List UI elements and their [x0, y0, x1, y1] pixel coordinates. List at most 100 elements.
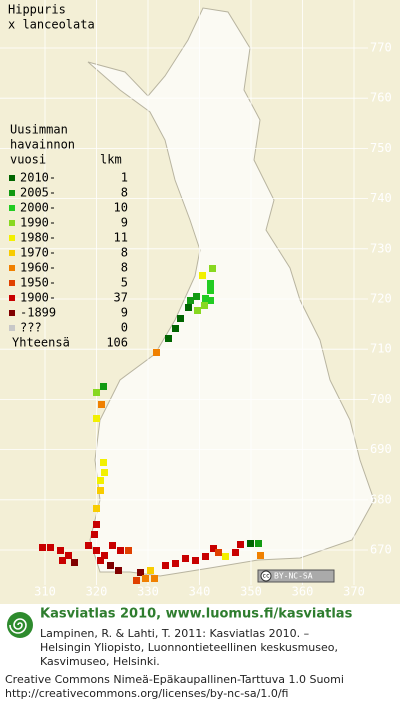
observation-square: [201, 302, 208, 309]
legend-swatch: [9, 250, 15, 256]
x-grid-label: 350: [240, 585, 262, 599]
footer-heading: Kasviatlas 2010, www.luomus.fi/kasviatla…: [40, 607, 353, 622]
observation-square: [142, 575, 149, 582]
legend-count: 8: [121, 261, 128, 275]
x-grid-label: 320: [86, 585, 108, 599]
legend-count: 9: [121, 306, 128, 320]
badge-text: BY-NC-SA: [274, 572, 313, 581]
license-line: http://creativecommons.org/licenses/by-n…: [5, 687, 288, 700]
observation-square: [71, 559, 78, 566]
legend-count: 0: [121, 321, 128, 335]
legend-swatch: [9, 220, 15, 226]
x-grid-label: 340: [189, 585, 211, 599]
y-grid-label: 740: [370, 191, 392, 205]
observation-square: [255, 540, 262, 547]
badge-box: [257, 569, 335, 583]
logo-spiral: [9, 618, 27, 634]
observation-square: [182, 555, 189, 562]
observation-square: [100, 383, 107, 390]
license-line: Creative Commons Nimeä-Epäkaupallinen-Ta…: [5, 673, 344, 686]
observation-square: [222, 553, 229, 560]
legend-swatch: [9, 325, 15, 331]
observation-square: [57, 547, 64, 554]
legend-swatch: [9, 310, 15, 316]
x-grid-label: 330: [137, 585, 159, 599]
legend-count: 11: [114, 231, 128, 245]
legend: 2010- 1 2005- 8 2000- 10 1990- 9 1980- 11 1970- 8 19…: [9, 171, 128, 335]
legend-swatch: [9, 190, 15, 196]
observation-square: [207, 280, 214, 287]
observation-square: [59, 557, 66, 564]
legend-total-label: Yhteensä: [12, 336, 70, 350]
observation-square: [215, 549, 222, 556]
badge-symbol: cc: [262, 573, 270, 580]
observation-square: [153, 349, 160, 356]
legend-count: 9: [121, 216, 128, 230]
observation-square: [97, 487, 104, 494]
title-line: Hippuris: [8, 3, 66, 17]
observation-square: [185, 304, 192, 311]
observation-square: [172, 560, 179, 567]
observation-square: [247, 540, 254, 547]
y-grid-label: 760: [370, 91, 392, 105]
legend-swatch: [9, 175, 15, 181]
grid: 310 320 330 340 350 360 3707707607507407307207…: [0, 0, 392, 599]
observation-square: [117, 547, 124, 554]
observation-square: [187, 297, 194, 304]
x-grid-label: 360: [292, 585, 314, 599]
legend-label: ???: [20, 321, 42, 335]
legend-swatch: [9, 280, 15, 286]
observation-square: [65, 552, 72, 559]
observation-square: [202, 553, 209, 560]
observation-square: [257, 552, 264, 559]
y-grid-label: 710: [370, 342, 392, 356]
x-grid-label: 370: [343, 585, 365, 599]
legend-count: 5: [121, 276, 128, 290]
legend-header: Uusimman: [10, 123, 68, 137]
y-grid-label: 720: [370, 292, 392, 306]
legend-count: 1: [121, 171, 128, 185]
observation-square: [98, 401, 105, 408]
observation-square: [232, 549, 239, 556]
observation-square: [193, 293, 200, 300]
observation-square: [109, 542, 116, 549]
legend-label: 2005-: [20, 186, 56, 200]
y-grid-label: 690: [370, 442, 392, 456]
y-grid-label: 700: [370, 392, 392, 406]
observation-square: [151, 575, 158, 582]
observation-square: [100, 459, 107, 466]
observation-square: [101, 469, 108, 476]
legend-label: 1960-: [20, 261, 56, 275]
legend-label: 1970-: [20, 246, 56, 260]
observation-square: [207, 287, 214, 294]
observation-square: [85, 542, 92, 549]
citation-line: Lampinen, R. & Lahti, T. 2011: Kasviatla…: [40, 627, 309, 640]
observation-square: [237, 541, 244, 548]
observation-square: [39, 544, 46, 551]
observation-square: [133, 577, 140, 584]
observation-square: [91, 531, 98, 538]
observation-square: [97, 557, 104, 564]
legend-label: -1899: [20, 306, 56, 320]
observation-square: [93, 505, 100, 512]
observation-square: [93, 415, 100, 422]
legend-count: 10: [114, 201, 128, 215]
legend-count-header: lkm: [100, 153, 122, 167]
observations: [39, 265, 264, 584]
observation-square: [162, 562, 169, 569]
legend-label: 2000-: [20, 201, 56, 215]
license-badge: cc BY-NC-SA: [257, 569, 335, 583]
y-grid-label: 680: [370, 492, 392, 506]
observation-square: [97, 477, 104, 484]
observation-square: [172, 325, 179, 332]
legend-label: 1980-: [20, 231, 56, 245]
legend-count: 37: [114, 291, 128, 305]
observation-square: [47, 544, 54, 551]
legend-header: vuosi: [10, 153, 46, 167]
badge-circle: [260, 570, 272, 582]
legend-label: 1950-: [20, 276, 56, 290]
legend-label: 1900-: [20, 291, 56, 305]
observation-square: [209, 265, 216, 272]
observation-square: [210, 545, 217, 552]
